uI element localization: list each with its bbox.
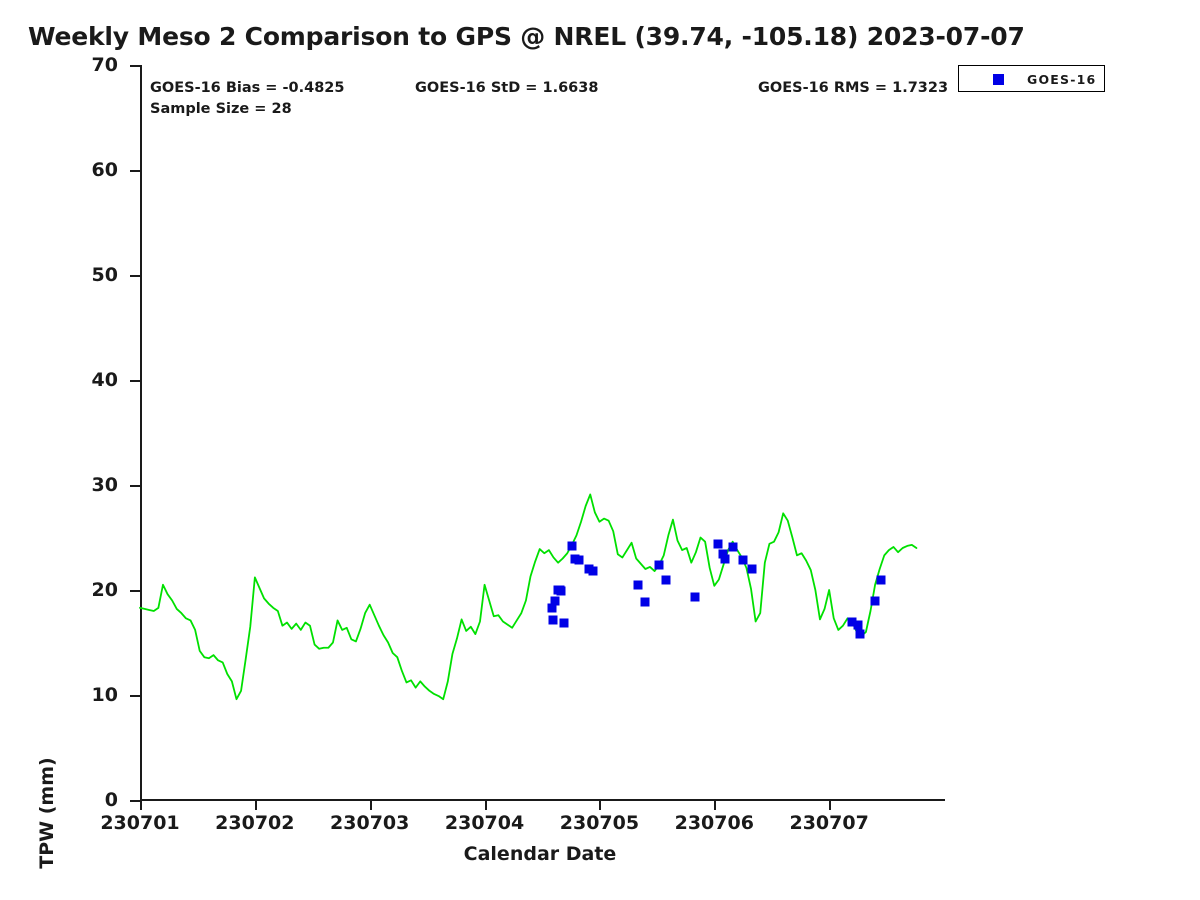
y-tick-mark — [130, 275, 140, 277]
scatter-point-goes16 — [654, 560, 664, 570]
scatter-point-goes16 — [584, 564, 594, 574]
x-tick-mark — [369, 800, 372, 810]
scatter-point-goes16 — [661, 575, 671, 584]
y-tick-mark — [130, 65, 140, 67]
y-tick-mark — [130, 695, 140, 697]
scatter-point-goes16 — [728, 542, 738, 552]
x-tick-mark — [829, 800, 832, 810]
annotation-bias: GOES-16 Bias = -0.4825 — [150, 80, 345, 96]
x-axis-title: Calendar Date — [463, 843, 617, 865]
scatter-point-goes16 — [559, 618, 569, 628]
annotation-rms: GOES-16 RMS = 1.7323 — [758, 80, 949, 96]
y-tick-label: 10 — [91, 684, 118, 706]
y-tick-mark — [130, 380, 140, 382]
y-tick-mark — [130, 485, 140, 487]
x-tick-label: 230705 — [559, 812, 640, 834]
scatter-point-goes16 — [713, 539, 723, 549]
scatter-point-goes16 — [870, 596, 879, 605]
scatter-point-goes16 — [567, 541, 577, 551]
gps-polyline — [139, 493, 918, 701]
scatter-point-goes16 — [548, 615, 558, 625]
scatter-point-goes16 — [876, 575, 886, 584]
scatter-point-goes16 — [855, 629, 865, 639]
scatter-point-goes16 — [853, 620, 863, 630]
y-tick-label: 30 — [91, 474, 118, 496]
x-tick-label: 230702 — [215, 812, 295, 834]
y-tick-label: 50 — [91, 264, 118, 286]
x-axis-line — [140, 799, 945, 801]
legend-label-goes16: GOES-16 — [1027, 72, 1097, 87]
y-tick-label: 20 — [91, 579, 118, 601]
x-tick-label: 230701 — [100, 812, 180, 834]
annotation-sample-size: Sample Size = 28 — [150, 101, 292, 117]
x-tick-mark — [484, 800, 487, 810]
scatter-point-goes16 — [640, 597, 650, 607]
scatter-point-goes16 — [720, 554, 730, 563]
scatter-point-goes16 — [747, 564, 757, 574]
plot-area — [139, 65, 944, 800]
scatter-point-goes16 — [633, 580, 643, 590]
x-tick-label: 230706 — [674, 812, 754, 834]
x-tick-mark — [254, 800, 257, 810]
scatter-point-goes16 — [556, 586, 566, 596]
y-tick-mark — [130, 800, 140, 802]
legend-marker-goes16-icon — [993, 74, 1004, 85]
scatter-point-goes16 — [690, 592, 700, 602]
y-tick-mark — [130, 590, 140, 592]
x-tick-mark — [714, 800, 717, 810]
scatter-point-goes16 — [574, 555, 584, 565]
scatter-point-goes16 — [847, 617, 857, 626]
scatter-point-goes16 — [550, 596, 560, 605]
y-tick-label: 60 — [91, 159, 118, 181]
x-tick-mark — [599, 800, 602, 810]
scatter-point-goes16 — [738, 555, 748, 565]
x-tick-label: 230707 — [789, 812, 869, 834]
x-tick-label: 230703 — [330, 812, 410, 834]
legend: GOES-16 — [958, 65, 1105, 92]
scatter-point-goes16 — [547, 603, 557, 613]
y-axis-line — [140, 65, 142, 801]
y-tick-label: 70 — [91, 54, 118, 76]
y-tick-label: 40 — [91, 369, 118, 391]
chart-title: Weekly Meso 2 Comparison to GPS @ NREL (… — [28, 22, 1025, 51]
x-tick-mark — [140, 800, 142, 810]
y-tick-label: 0 — [104, 789, 118, 811]
scatter-point-goes16 — [588, 566, 598, 576]
annotation-std: GOES-16 StD = 1.6638 — [415, 80, 599, 96]
x-tick-label: 230704 — [444, 812, 525, 834]
gps-line-series — [139, 493, 918, 701]
y-tick-mark — [130, 170, 140, 172]
